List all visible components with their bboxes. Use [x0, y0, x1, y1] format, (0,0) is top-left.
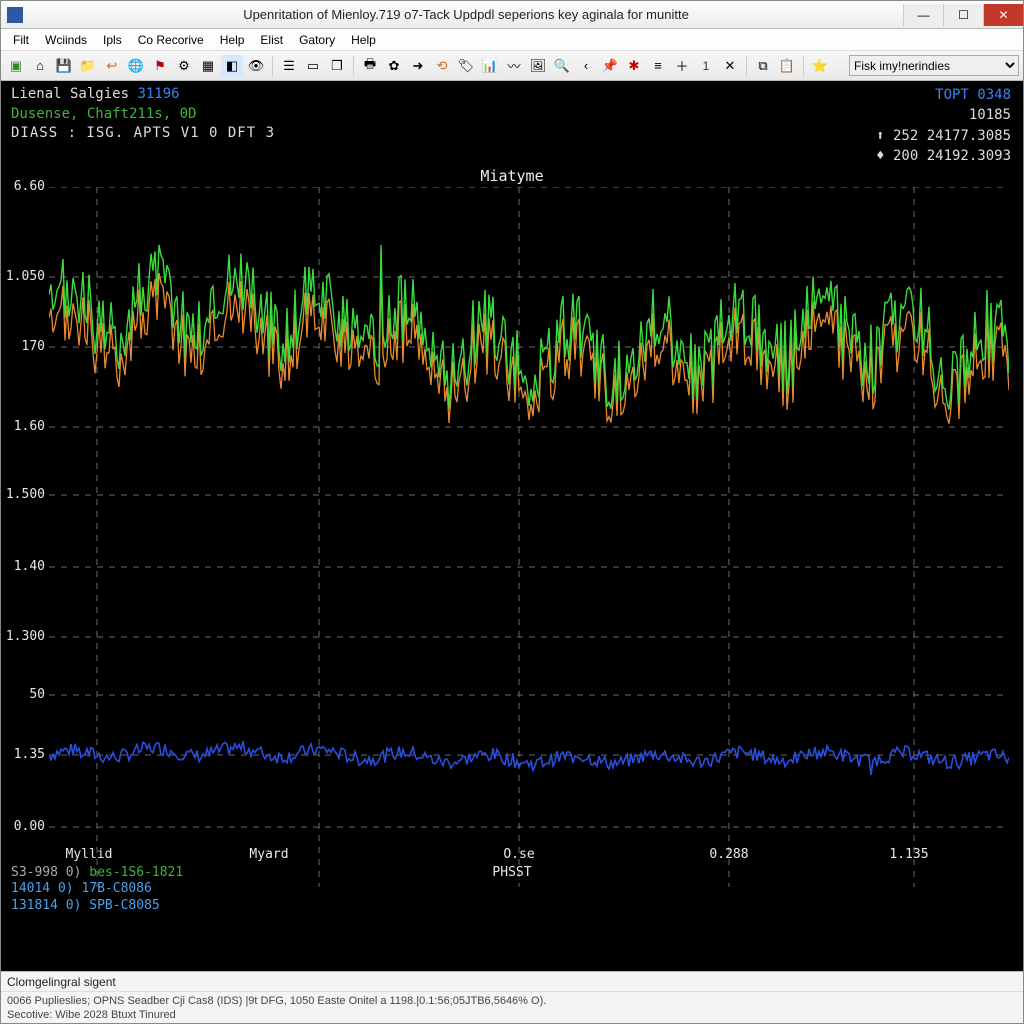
- btm-3: 131814 0) SPB-C8085: [11, 898, 183, 914]
- flag-icon[interactable]: ⚑: [149, 55, 171, 77]
- hr-line1: TOPT 0348: [876, 85, 1011, 105]
- back-icon[interactable]: ↩: [101, 55, 123, 77]
- hl-line2: Dusense, Chaft211s, 0D: [11, 105, 275, 125]
- menu-corecorive[interactable]: Co Recorive: [132, 31, 210, 49]
- save-icon[interactable]: 💾: [53, 55, 75, 77]
- x-tick-label: O.se: [503, 847, 534, 862]
- undo-icon[interactable]: ⟲: [431, 55, 453, 77]
- grid-icon[interactable]: ▦: [197, 55, 219, 77]
- statusbar-1: Clomgelingral sigent: [1, 971, 1023, 991]
- hr-line2: 10185: [876, 105, 1011, 125]
- y-tick-label: 1.40: [3, 559, 45, 574]
- window-title: Upenritation of Mienloy.719 o7-Tack Updp…: [29, 7, 903, 22]
- add-icon[interactable]: ＋: [671, 55, 693, 77]
- app-window: Upenritation of Mienloy.719 o7-Tack Updp…: [0, 0, 1024, 1024]
- bottom-readout: S3-998 0) bes-1S6-1821 14014 0) 17B-C808…: [11, 865, 183, 914]
- chart-title: Miatyme: [1, 167, 1023, 185]
- home-icon[interactable]: ⌂: [29, 55, 51, 77]
- pin-icon[interactable]: 📌: [599, 55, 621, 77]
- toolbar-sep: [272, 56, 273, 76]
- toolbar-sep: [803, 56, 804, 76]
- tag-icon[interactable]: 🏷: [455, 55, 477, 77]
- chart-area: Lienal Salgies 31196 Dusense, Chaft211s,…: [1, 81, 1023, 971]
- status1-text: Clomgelingral sigent: [7, 975, 116, 989]
- y-tick-label: 6.60: [3, 179, 45, 194]
- gear-icon[interactable]: ⚙: [173, 55, 195, 77]
- y-tick-label: 0.00: [3, 819, 45, 834]
- menu-ipls[interactable]: Ipls: [97, 31, 128, 49]
- hr-line4: ♦ 200 24192.3093: [876, 146, 1011, 166]
- menu-gatory[interactable]: Gatory: [293, 31, 341, 49]
- signal-plot: [49, 187, 1009, 887]
- x-tick-label: 0.288: [709, 847, 748, 862]
- forward-icon[interactable]: ➜: [407, 55, 429, 77]
- statusbar-2: 0066 Puplieslies; OPNS Seadber Cji Cas8 …: [1, 991, 1023, 1023]
- toolbar: ▣ ⌂ 💾 📁 ↩ 🌐 ⚑ ⚙ ▦ ◧ 👁 ☰ ▭ ❐ 🖶 ✿ ➜ ⟲ 🏷 📊 …: [1, 51, 1023, 81]
- image-icon[interactable]: 🖼: [527, 55, 549, 77]
- toolbar-combo[interactable]: Fisk imy!nerindies: [849, 55, 1019, 76]
- toolbar-sep: [353, 56, 354, 76]
- chart-icon[interactable]: 📊: [479, 55, 501, 77]
- target-icon[interactable]: ✱: [623, 55, 645, 77]
- print-icon[interactable]: 🖶: [359, 55, 381, 77]
- layers-icon[interactable]: ❐: [326, 55, 348, 77]
- settings-icon[interactable]: ✿: [383, 55, 405, 77]
- y-tick-label: 1.050: [3, 269, 45, 284]
- btm-1a: S3-998 0): [11, 865, 81, 880]
- tool-icon[interactable]: ▣: [5, 55, 27, 77]
- delete-icon[interactable]: ✕: [719, 55, 741, 77]
- x-tick-label: 1.135: [889, 847, 928, 862]
- btm-2: 14014 0) 17B-C8086: [11, 881, 183, 897]
- y-tick-label: 50: [3, 687, 45, 702]
- menu-wciinds[interactable]: Wciinds: [39, 31, 93, 49]
- tool-number: 1: [695, 59, 717, 73]
- menu-filt[interactable]: Filt: [7, 31, 35, 49]
- paste-icon[interactable]: 📋: [776, 55, 798, 77]
- status2-line1: 0066 Puplieslies; OPNS Seadber Cji Cas8 …: [7, 994, 1017, 1008]
- y-tick-label: 170: [3, 339, 45, 354]
- prev-icon[interactable]: ‹: [575, 55, 597, 77]
- maximize-button[interactable]: ☐: [943, 4, 983, 26]
- hr-line3: ⬆ 252 24177.3085: [876, 126, 1011, 146]
- copy-icon[interactable]: ⧉: [752, 55, 774, 77]
- header-left: Lienal Salgies 31196 Dusense, Chaft211s,…: [11, 85, 275, 144]
- window-icon[interactable]: ▭: [302, 55, 324, 77]
- y-tick-label: 1.500: [3, 487, 45, 502]
- menu-help[interactable]: Help: [214, 31, 251, 49]
- list-icon[interactable]: ☰: [278, 55, 300, 77]
- zoom-icon[interactable]: 🔍: [551, 55, 573, 77]
- wave-icon[interactable]: 〰: [503, 55, 525, 77]
- hl-line1b: 31196: [137, 86, 179, 102]
- y-tick-label: 1.35: [3, 747, 45, 762]
- toolbar-sep: [746, 56, 747, 76]
- menubar: Filt Wciinds Ipls Co Recorive Help Elist…: [1, 29, 1023, 51]
- close-button[interactable]: ✕: [983, 4, 1023, 26]
- y-tick-label: 1.60: [3, 419, 45, 434]
- minimize-button[interactable]: —: [903, 4, 943, 26]
- globe-icon[interactable]: 🌐: [125, 55, 147, 77]
- menu-elist[interactable]: Elist: [254, 31, 289, 49]
- status2-line2: Secotive: Wibe 2028 Btuxt Tinured: [7, 1008, 1017, 1022]
- btm-1b: bes-1S6-1821: [89, 865, 183, 880]
- menu-help2[interactable]: Help: [345, 31, 382, 49]
- hl-line1a: Lienal Salgies: [11, 86, 129, 102]
- header-right: TOPT 0348 10185 ⬆ 252 24177.3085 ♦ 200 2…: [876, 85, 1011, 166]
- hl-line3: DIASS : ISG. APTS V1 0 DFT 3: [11, 124, 275, 144]
- panel-icon[interactable]: ◧: [221, 55, 243, 77]
- app-icon: [7, 7, 23, 23]
- x-tick-label: Myard: [249, 847, 288, 862]
- titlebar[interactable]: Upenritation of Mienloy.719 o7-Tack Updp…: [1, 1, 1023, 29]
- y-tick-label: 1.300: [3, 629, 45, 644]
- help-icon[interactable]: ⭐: [809, 55, 831, 77]
- x-tick-label: Myllid: [66, 847, 113, 862]
- folder-icon[interactable]: 📁: [77, 55, 99, 77]
- eye-icon[interactable]: 👁: [245, 55, 267, 77]
- listview-icon[interactable]: ≡: [647, 55, 669, 77]
- x-axis-title: PHSST: [492, 865, 531, 880]
